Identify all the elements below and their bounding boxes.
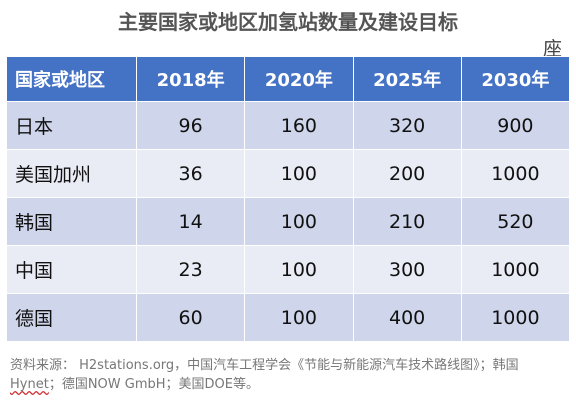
value-cell: 1000 xyxy=(460,149,571,198)
value-cell: 23 xyxy=(135,245,246,294)
region-cell: 韩国 xyxy=(6,197,137,246)
value-cell: 520 xyxy=(460,197,571,246)
region-cell: 美国加州 xyxy=(6,149,137,198)
unit-label: 座 xyxy=(542,38,562,60)
column-header-2018: 2018年 xyxy=(135,56,246,102)
source-text-part1: 资料来源： H2stations.org，中国汽车工程学会《节能与新能源汽车技术… xyxy=(10,358,519,373)
source-text-hynet: Hynet xyxy=(10,377,49,392)
value-cell: 900 xyxy=(460,101,571,150)
table-row: 日本 96 160 320 900 xyxy=(6,101,571,150)
value-cell: 100 xyxy=(244,149,354,198)
region-cell: 日本 xyxy=(6,101,137,150)
table-row: 韩国 14 100 210 520 xyxy=(6,197,571,246)
value-cell: 36 xyxy=(135,149,246,198)
value-cell: 200 xyxy=(352,149,462,198)
source-note: 资料来源： H2stations.org，中国汽车工程学会《节能与新能源汽车技术… xyxy=(10,356,566,394)
value-cell: 100 xyxy=(244,245,354,294)
value-cell: 320 xyxy=(352,101,462,150)
region-cell: 中国 xyxy=(6,245,137,294)
hydrogen-station-table: 国家或地区 2018年 2020年 2025年 2030年 日本 96 160 … xyxy=(6,56,571,342)
table-row: 德国 60 100 400 1000 xyxy=(6,293,571,342)
region-cell: 德国 xyxy=(6,293,137,342)
table-row: 美国加州 36 100 200 1000 xyxy=(6,149,571,198)
value-cell: 100 xyxy=(244,293,354,342)
value-cell: 100 xyxy=(244,197,354,246)
column-header-region: 国家或地区 xyxy=(6,56,137,102)
value-cell: 14 xyxy=(135,197,246,246)
value-cell: 60 xyxy=(135,293,246,342)
source-text-part3: ；德国NOW GmbH；美国DOE等。 xyxy=(48,377,259,392)
table-row: 中国 23 100 300 1000 xyxy=(6,245,571,294)
value-cell: 210 xyxy=(352,197,462,246)
value-cell: 400 xyxy=(352,293,462,342)
value-cell: 300 xyxy=(352,245,462,294)
column-header-2020: 2020年 xyxy=(244,56,354,102)
value-cell: 1000 xyxy=(460,293,571,342)
page-title: 主要国家或地区加氢站数量及建设目标 xyxy=(118,10,458,34)
value-cell: 160 xyxy=(244,101,354,150)
column-header-2030: 2030年 xyxy=(460,56,571,102)
value-cell: 96 xyxy=(135,101,246,150)
column-header-2025: 2025年 xyxy=(352,56,462,102)
value-cell: 1000 xyxy=(460,245,571,294)
table-header-row: 国家或地区 2018年 2020年 2025年 2030年 xyxy=(6,56,571,102)
